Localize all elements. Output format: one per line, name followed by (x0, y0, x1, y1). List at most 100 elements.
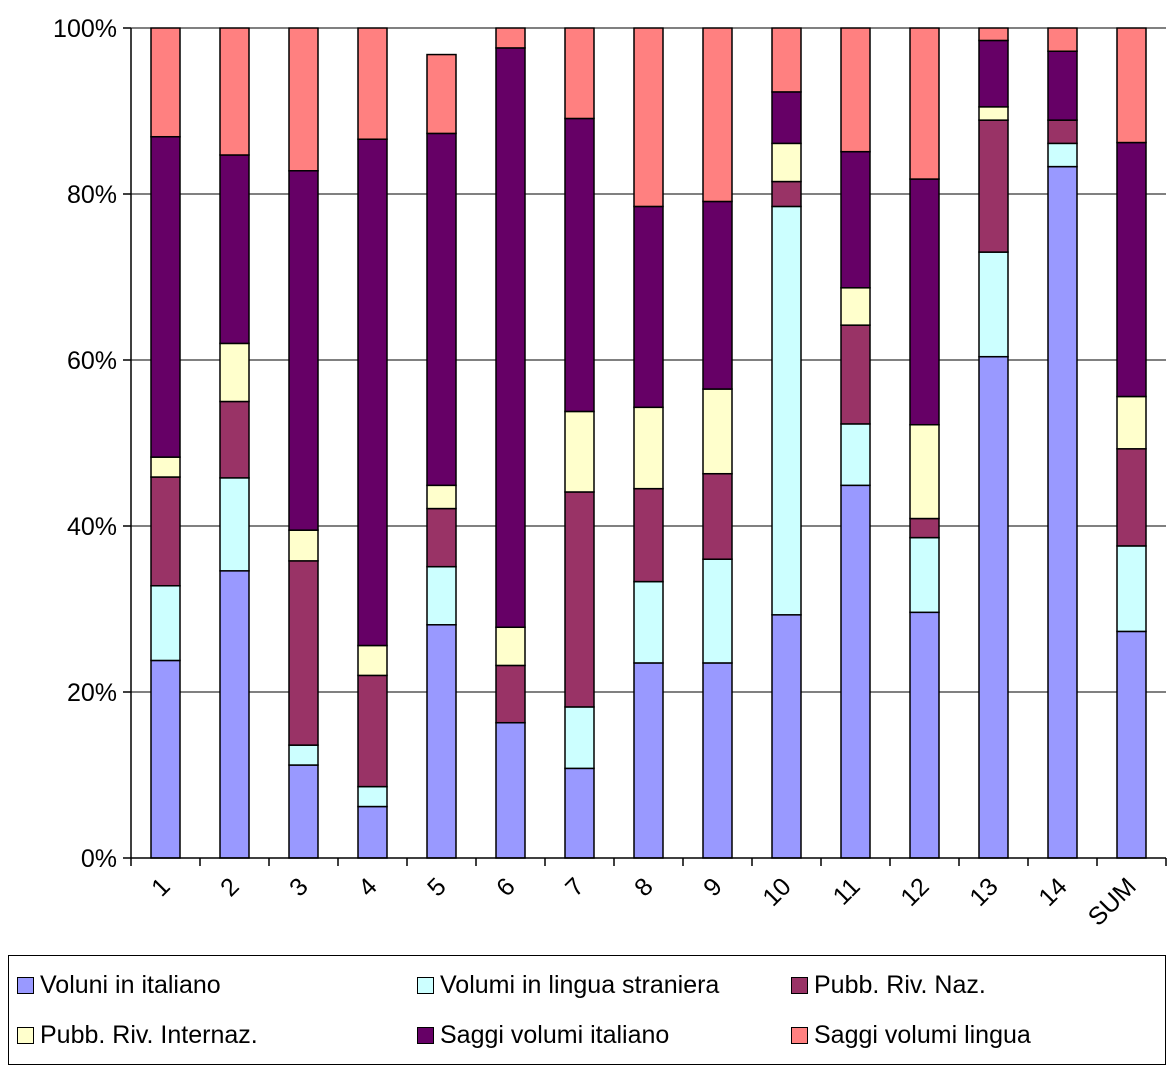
legend-item-volumi-in-lingua-straniera: Volumi in lingua straniera (417, 970, 719, 1000)
bar-segment (357, 674, 388, 788)
bar-segment (219, 342, 250, 403)
bar-segment (288, 764, 319, 859)
bars (150, 27, 1147, 859)
bar-segment (1047, 165, 1078, 859)
bar-segment (840, 484, 871, 859)
bar-segment (495, 626, 526, 667)
bar-segment (150, 27, 181, 138)
x-tick-label: 1 (146, 872, 176, 902)
bar-segment (357, 138, 388, 647)
bar-segment (357, 644, 388, 677)
bar-segment (357, 785, 388, 808)
bar-segment (1116, 395, 1147, 450)
bar-segment (840, 324, 871, 425)
bar-segment (564, 410, 595, 493)
bar-segment (288, 560, 319, 746)
bar-segment (702, 662, 733, 859)
bar-segment (1116, 630, 1147, 859)
x-tick-label: 10 (757, 872, 796, 911)
x-tick-label: 5 (422, 872, 452, 902)
legend-label: Saggi volumi lingua (814, 1020, 1031, 1049)
bar-segment (564, 27, 595, 120)
bar-segment (840, 27, 871, 153)
bar-segment (219, 27, 250, 156)
bar-segment (978, 27, 1009, 42)
y-tick-label: 0% (81, 845, 117, 873)
y-tick-label: 80% (67, 181, 117, 209)
x-tick-label: 3 (284, 872, 314, 902)
legend-swatch (791, 976, 808, 994)
x-tick-label: 2 (215, 872, 245, 902)
axes (123, 27, 1167, 866)
bar-segment (426, 624, 457, 859)
x-tick-labels: 1 2 3 4 5 6 7 8 9 10 11 12 13 14 SUM (146, 872, 1142, 931)
bar-segment (771, 180, 802, 208)
stacked-bar-chart: 0%20%40%60%80%100% 1 2 3 4 5 6 7 8 9 10 11 12 13 14 SU… (53, 15, 1167, 932)
x-tick-label: 7 (560, 872, 590, 902)
bar-segment (288, 170, 319, 531)
bar-segment (702, 472, 733, 560)
bar-segment (288, 27, 319, 172)
bar-segment (495, 27, 526, 49)
bar-segment (771, 614, 802, 859)
bar-segment (702, 388, 733, 475)
bar-segment (564, 117, 595, 413)
bar-segment (978, 119, 1009, 253)
legend-label: Volumi in lingua straniera (440, 970, 720, 999)
bar-segment (978, 355, 1009, 859)
bar-segment (840, 150, 871, 289)
bar-segment (1116, 448, 1147, 547)
x-tick-label: 4 (353, 872, 383, 902)
bar-segment (288, 744, 319, 766)
bar-segment (840, 423, 871, 487)
bar-segment (219, 400, 250, 479)
bar-segment (771, 91, 802, 145)
bar-segment (978, 106, 1009, 121)
bar-segment (150, 456, 181, 478)
x-tick-label: 9 (698, 872, 728, 902)
bar-segment (978, 39, 1009, 108)
bar-segment (909, 536, 940, 614)
bar-segment (564, 706, 595, 770)
bar-segment (1116, 141, 1147, 398)
bar-segment (909, 178, 940, 426)
bar-segment (633, 406, 664, 490)
bar-segment (771, 205, 802, 616)
bar-segment (426, 53, 457, 135)
legend-swatch (417, 1026, 434, 1044)
legend-swatch (17, 1026, 34, 1044)
bar-segment (426, 507, 457, 568)
x-tick-label: 14 (1033, 872, 1073, 912)
bar-segment (288, 529, 319, 562)
bar-segment (219, 477, 250, 572)
bar-segment (702, 200, 733, 390)
x-tick-label: SUM (1083, 872, 1142, 931)
bar-segment (909, 423, 940, 520)
bar-segment (150, 585, 181, 662)
bar-segment (771, 27, 802, 93)
y-tick-label: 100% (53, 15, 117, 43)
bar-segment (150, 476, 181, 587)
legend-swatch (17, 976, 34, 994)
bar-segment (771, 142, 802, 183)
bar-segment (1047, 50, 1078, 121)
y-tick-label: 40% (67, 513, 117, 541)
bar-segment (1047, 27, 1078, 52)
bar-segment (357, 27, 388, 140)
bar-segment (564, 767, 595, 859)
bar-segment (633, 580, 664, 664)
bar-segment (978, 251, 1009, 358)
bar-segment (426, 132, 457, 487)
legend-item-saggi-volumi-italiano: Saggi volumi italiano (417, 1020, 669, 1050)
bar-segment (840, 287, 871, 326)
bar-segment (1116, 27, 1147, 144)
x-tick-label: 6 (491, 872, 521, 902)
bar-segment (426, 484, 457, 510)
legend-label: Pubb. Riv. Naz. (814, 970, 986, 999)
bar-segment (633, 205, 664, 409)
legend-label: Voluni in italiano (40, 970, 221, 999)
legend-item-voluni-in-italiano: Voluni in italiano (17, 970, 221, 1000)
x-tick-label: 13 (964, 872, 1003, 911)
legend-item-saggi-volumi-lingua: Saggi volumi lingua (791, 1020, 1031, 1050)
bar-segment (495, 664, 526, 724)
